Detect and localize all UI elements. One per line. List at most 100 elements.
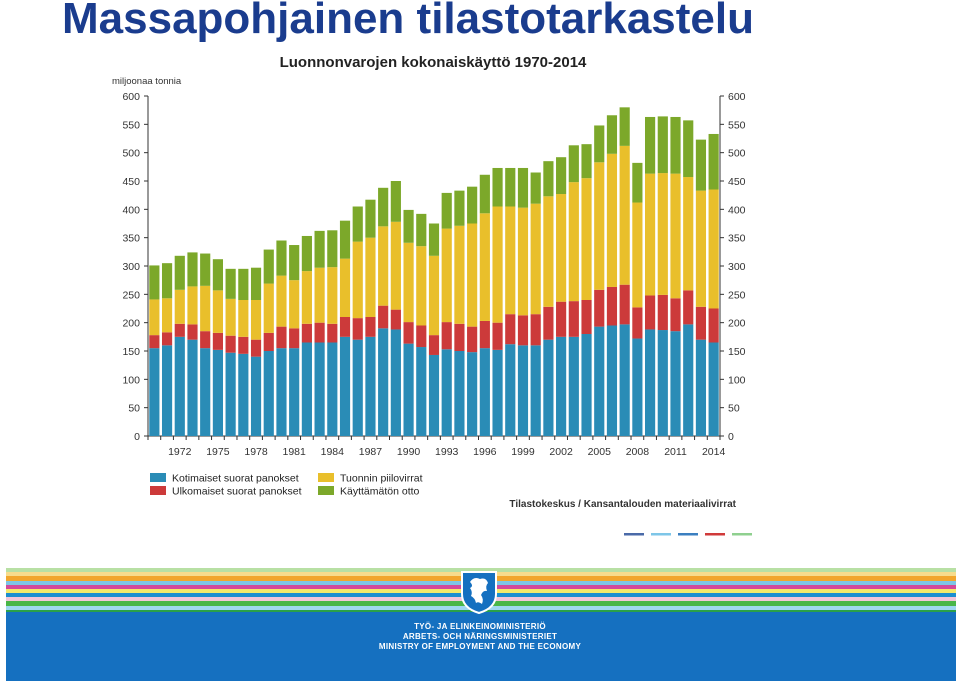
bar-segment xyxy=(403,209,414,243)
legend-swatch xyxy=(318,473,334,482)
bar-segment xyxy=(619,324,630,436)
x-tick-label: 2005 xyxy=(588,446,612,458)
share-icon[interactable] xyxy=(624,533,644,536)
bar-segment xyxy=(492,206,503,323)
lion-crest-logo xyxy=(461,571,497,614)
bar-segment xyxy=(619,145,630,285)
y-tick-label: 350 xyxy=(728,233,746,245)
y-tick-label: 300 xyxy=(728,261,746,273)
bar-segment xyxy=(683,177,694,291)
bar-segment xyxy=(581,144,592,179)
y-tick-label: 350 xyxy=(122,233,140,245)
bar-segment xyxy=(390,221,401,310)
bar-segment xyxy=(517,345,529,436)
bar-segment xyxy=(200,285,211,332)
bar-segment xyxy=(301,323,312,343)
bar-segment xyxy=(505,167,516,207)
bar-segment xyxy=(225,335,236,353)
bar-segment xyxy=(276,348,287,436)
bar-segment xyxy=(390,181,401,222)
bar-segment xyxy=(505,344,516,436)
bar-segment xyxy=(632,307,643,339)
bar-segment xyxy=(276,240,287,276)
bar-segment xyxy=(174,289,185,324)
bar-segment xyxy=(200,348,211,436)
bar-segment xyxy=(149,299,160,336)
bar-segment xyxy=(619,284,630,325)
bar-segment xyxy=(314,342,325,436)
bar-segment xyxy=(327,323,338,343)
y-tick-label: 250 xyxy=(728,289,746,301)
bar-segment xyxy=(632,338,643,436)
bar-segment xyxy=(238,268,249,300)
bar-segment xyxy=(517,167,529,208)
legend-label: Käyttämätön otto xyxy=(340,486,420,498)
bar-segment xyxy=(403,322,414,344)
bar-segment xyxy=(632,202,643,308)
bar-segment xyxy=(556,336,567,436)
legend-label: Tuonnin piilovirrat xyxy=(340,473,423,485)
bar-segment xyxy=(352,318,363,340)
y-tick-label: 550 xyxy=(728,119,746,131)
bar-segment xyxy=(568,145,579,183)
bar-segment xyxy=(492,349,503,436)
x-tick-label: 1987 xyxy=(359,446,383,458)
bar-segment xyxy=(479,174,490,214)
bar-segment xyxy=(530,345,541,436)
bar-segment xyxy=(441,322,452,350)
bar-segment xyxy=(238,353,249,436)
bar-segment xyxy=(428,335,440,355)
share-icon[interactable] xyxy=(678,533,698,536)
bar-segment xyxy=(479,213,490,321)
bar-segment xyxy=(161,298,173,333)
bar-segment xyxy=(505,206,516,315)
x-tick-label: 2014 xyxy=(702,446,726,458)
share-icon[interactable] xyxy=(651,533,671,536)
bar-segment xyxy=(530,172,541,204)
y-tick-label: 400 xyxy=(728,204,746,216)
bar-segment xyxy=(556,301,567,337)
bar-segment xyxy=(670,298,681,332)
share-icon[interactable] xyxy=(732,533,752,536)
y-tick-label: 600 xyxy=(122,91,140,103)
bar-segment xyxy=(695,306,707,340)
bar-segment xyxy=(378,226,389,306)
bar-segment xyxy=(594,289,605,327)
y-ticks-right: 0 50 100 150 200 250 300 350 400 450 500 550 600 xyxy=(720,91,746,443)
bar-segment xyxy=(339,258,351,317)
bar-segment xyxy=(594,326,605,436)
bar-segment xyxy=(378,328,389,436)
y-tick-label: 500 xyxy=(728,148,746,160)
bar-segment xyxy=(416,213,427,247)
bar-segment xyxy=(632,162,643,203)
bar-segment xyxy=(289,328,300,349)
bar-segment xyxy=(670,173,681,299)
bar-segment xyxy=(708,342,719,436)
bar-segment xyxy=(568,301,579,337)
bar-segment xyxy=(708,133,719,190)
x-tick-label: 1993 xyxy=(435,446,459,458)
bar-segment xyxy=(517,315,529,346)
bar-segment xyxy=(250,339,262,357)
bar-segment xyxy=(657,330,668,436)
bar-segment xyxy=(149,335,160,349)
bar-segment xyxy=(416,325,427,348)
bar-segment xyxy=(276,275,287,327)
bar-segment xyxy=(454,351,465,436)
bar-segment xyxy=(568,182,579,302)
bar-segment xyxy=(238,336,249,354)
bars xyxy=(149,107,719,436)
share-icons[interactable] xyxy=(624,533,752,536)
bar-segment xyxy=(530,203,541,315)
bar-segment xyxy=(695,139,707,191)
bar-segment xyxy=(250,356,262,436)
x-tick-label: 2011 xyxy=(664,446,687,458)
bar-segment xyxy=(517,207,529,316)
x-tick-label: 1978 xyxy=(244,446,268,458)
share-icon[interactable] xyxy=(705,533,725,536)
y-tick-label: 150 xyxy=(122,346,140,358)
bar-segment xyxy=(212,349,223,436)
bar-segment xyxy=(390,329,401,436)
bar-segment xyxy=(492,167,503,207)
bar-segment xyxy=(327,230,338,268)
